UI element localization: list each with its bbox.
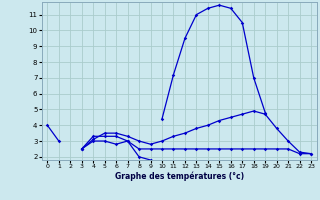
X-axis label: Graphe des températures (°c): Graphe des températures (°c) [115, 172, 244, 181]
